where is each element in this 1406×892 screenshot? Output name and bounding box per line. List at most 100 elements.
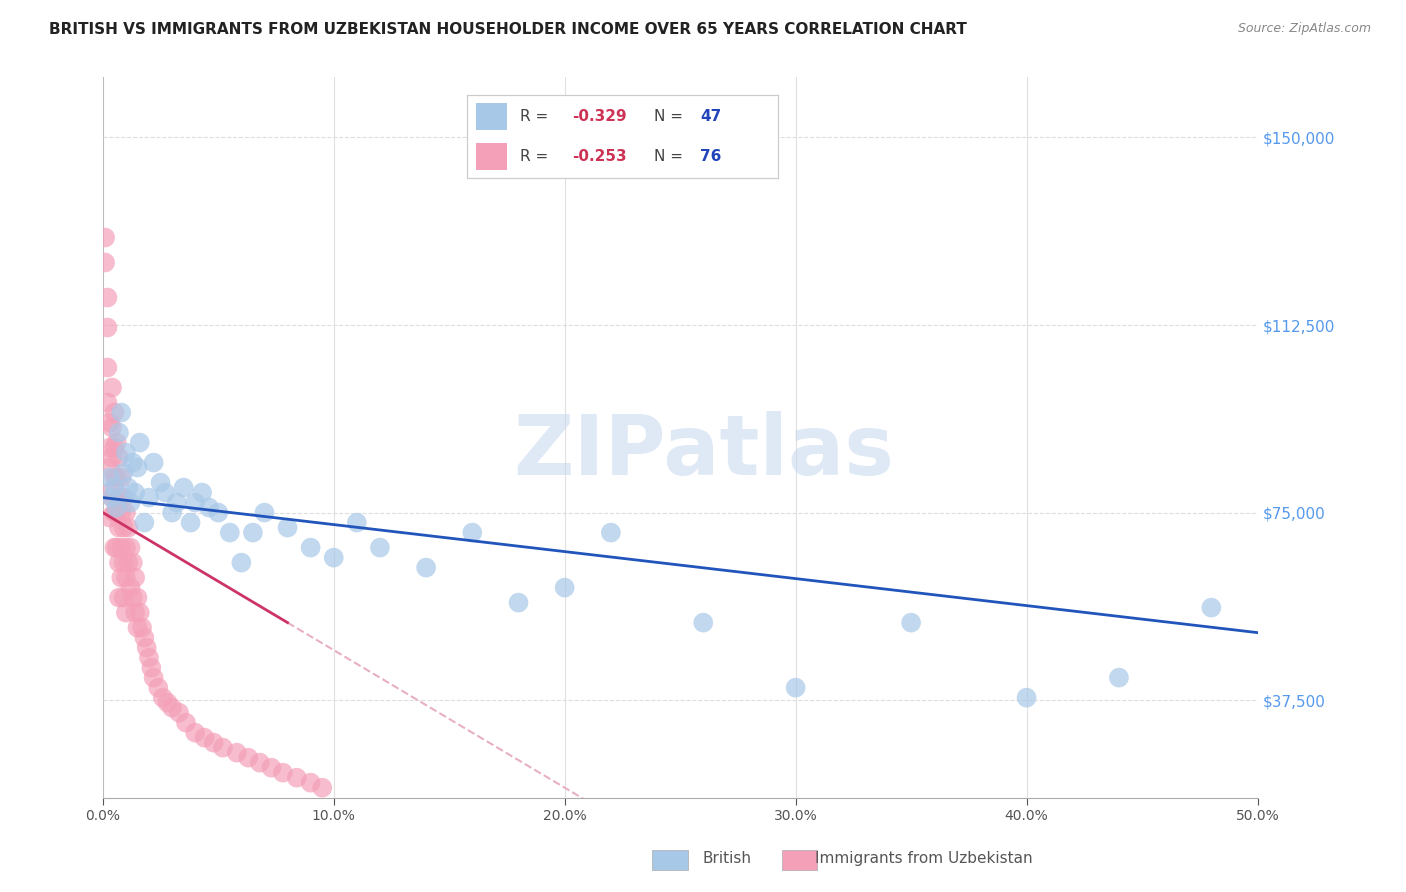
- Point: [299, 541, 322, 555]
- Point: [121, 456, 143, 470]
- Point: [207, 506, 229, 520]
- Point: [120, 495, 142, 509]
- Point: [108, 556, 131, 570]
- Point: [167, 706, 190, 720]
- Point: [212, 740, 235, 755]
- Point: [128, 606, 150, 620]
- Point: [105, 470, 128, 484]
- Point: [96, 395, 118, 409]
- Point: [134, 631, 156, 645]
- Point: [121, 591, 143, 605]
- Point: [103, 481, 125, 495]
- Point: [180, 516, 202, 530]
- Point: [193, 731, 215, 745]
- Point: [108, 520, 131, 534]
- Point: [103, 541, 125, 555]
- Point: [1201, 600, 1223, 615]
- Point: [101, 380, 124, 394]
- Point: [124, 606, 146, 620]
- Point: [127, 591, 149, 605]
- Point: [156, 696, 179, 710]
- Point: [105, 541, 128, 555]
- Point: [508, 596, 530, 610]
- Point: [346, 516, 368, 530]
- Point: [174, 715, 197, 730]
- Point: [124, 485, 146, 500]
- Point: [198, 500, 221, 515]
- Point: [160, 700, 183, 714]
- Point: [299, 775, 322, 789]
- Point: [173, 481, 195, 495]
- Point: [131, 621, 153, 635]
- Point: [103, 470, 125, 484]
- Point: [110, 541, 132, 555]
- Point: [105, 506, 128, 520]
- Point: [153, 485, 176, 500]
- Point: [110, 571, 132, 585]
- Point: [238, 750, 260, 764]
- Point: [554, 581, 576, 595]
- Point: [149, 475, 172, 490]
- Point: [115, 506, 138, 520]
- Point: [166, 495, 188, 509]
- Point: [225, 746, 247, 760]
- Point: [115, 606, 138, 620]
- Text: Immigrants from Uzbekistan: Immigrants from Uzbekistan: [815, 851, 1033, 865]
- Point: [124, 571, 146, 585]
- Point: [202, 736, 225, 750]
- Point: [117, 481, 139, 495]
- Point: [108, 450, 131, 465]
- Text: Source: ZipAtlas.com: Source: ZipAtlas.com: [1237, 22, 1371, 36]
- Point: [108, 491, 131, 505]
- Text: BRITISH VS IMMIGRANTS FROM UZBEKISTAN HOUSEHOLDER INCOME OVER 65 YEARS CORRELATI: BRITISH VS IMMIGRANTS FROM UZBEKISTAN HO…: [49, 22, 967, 37]
- Point: [121, 556, 143, 570]
- Point: [160, 506, 183, 520]
- Point: [1108, 671, 1130, 685]
- Point: [103, 405, 125, 419]
- Point: [120, 541, 142, 555]
- Point: [98, 441, 121, 455]
- Point: [127, 460, 149, 475]
- Point: [115, 445, 138, 459]
- Point: [112, 556, 135, 570]
- Point: [242, 525, 264, 540]
- Point: [277, 520, 299, 534]
- Point: [231, 556, 253, 570]
- Point: [112, 591, 135, 605]
- Text: ZIPatlas: ZIPatlas: [513, 411, 894, 492]
- Point: [142, 671, 165, 685]
- Point: [101, 491, 124, 505]
- Point: [138, 650, 160, 665]
- Point: [120, 581, 142, 595]
- Point: [1015, 690, 1038, 705]
- Point: [322, 550, 344, 565]
- Point: [152, 690, 174, 705]
- Point: [98, 510, 121, 524]
- Point: [368, 541, 391, 555]
- Point: [115, 571, 138, 585]
- Point: [115, 541, 138, 555]
- Point: [96, 360, 118, 375]
- Point: [101, 491, 124, 505]
- Point: [98, 485, 121, 500]
- Point: [785, 681, 807, 695]
- Point: [148, 681, 170, 695]
- Point: [117, 556, 139, 570]
- Point: [191, 485, 214, 500]
- Point: [101, 420, 124, 434]
- Point: [112, 466, 135, 480]
- Point: [117, 520, 139, 534]
- Point: [103, 441, 125, 455]
- Text: British: British: [703, 851, 752, 865]
- Point: [127, 621, 149, 635]
- Point: [415, 560, 437, 574]
- Point: [599, 525, 621, 540]
- Point: [141, 660, 163, 674]
- Point: [108, 425, 131, 440]
- Point: [108, 591, 131, 605]
- Point: [101, 450, 124, 465]
- Point: [105, 435, 128, 450]
- Point: [249, 756, 271, 770]
- Point: [218, 525, 240, 540]
- Point: [98, 460, 121, 475]
